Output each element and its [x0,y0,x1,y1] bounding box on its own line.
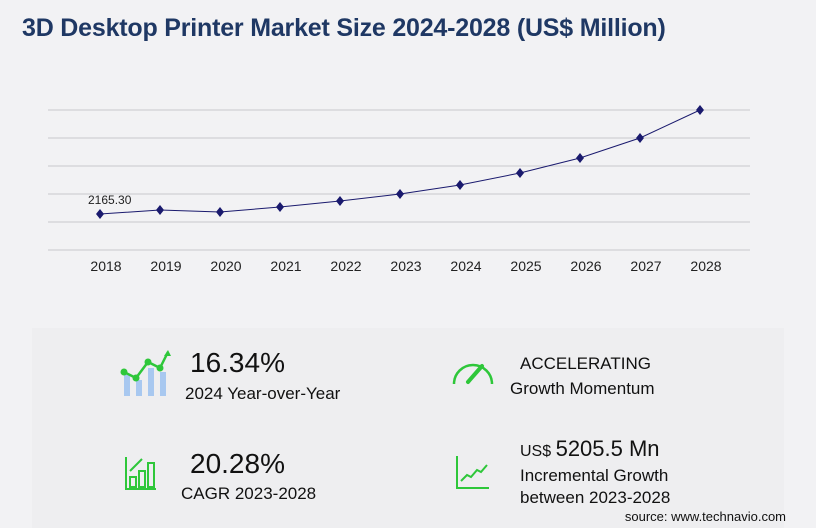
cagr-value: 20.28% [190,448,285,479]
data-point [456,179,464,190]
stats-panel [32,328,784,528]
x-tick-label: 2023 [390,258,421,274]
data-point [276,202,284,213]
momentum-value: ACCELERATING [520,354,651,373]
x-tick-label: 2027 [630,258,661,274]
line-chart: 2018 2019 2020 2021 2022 2023 2024 2025 2026 2027… [48,105,750,274]
momentum-label: Growth Momentum [510,379,655,398]
yoy-value: 16.34% [190,347,285,378]
x-tick-label: 2019 [150,258,181,274]
data-point [216,206,224,217]
speedometer-icon [452,363,494,385]
x-tick-label: 2024 [450,258,481,274]
data-point [96,209,104,220]
incremental-label-1: Incremental Growth [520,466,669,485]
trend-line-icon [456,456,489,489]
x-tick-label: 2022 [330,258,361,274]
data-point [336,196,344,207]
data-label: 2165.30 [88,193,132,207]
x-tick-label: 2026 [570,258,601,274]
incremental-value: 5205.5 Mn [555,436,660,461]
incremental-growth-value: US$ 5205.5 Mn [520,436,660,462]
chart-title: 3D Desktop Printer Market Size 2024-2028… [22,14,666,42]
data-point [576,152,584,163]
x-tick-label: 2028 [690,258,721,274]
source-credit: source: www.technavio.com [624,509,786,524]
data-point [396,189,404,200]
data-point [516,168,524,179]
incremental-label-2: between 2023-2028 [520,488,671,507]
data-point [156,205,164,215]
x-tick-label: 2021 [270,258,301,274]
data-point [636,132,644,143]
yoy-label: 2024 Year-over-Year [185,384,341,403]
bar-growth-icon [125,457,156,490]
x-tick-label: 2025 [510,258,541,274]
currency-prefix: US$ [520,443,552,460]
cagr-label: CAGR 2023-2028 [181,484,317,503]
x-tick-label: 2020 [210,258,241,274]
growth-chart-icon [120,350,171,396]
x-tick-label: 2018 [90,258,121,274]
data-point [696,105,704,115]
